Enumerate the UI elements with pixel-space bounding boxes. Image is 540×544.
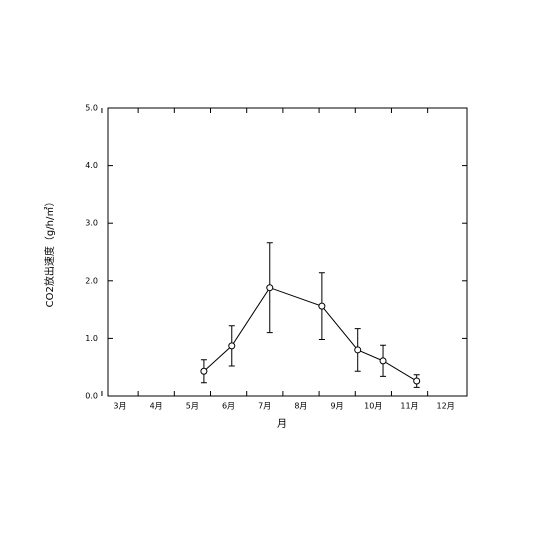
y-tick-label: 1.0 [85, 334, 98, 343]
y-axis-label: CO2放出速度（g/h/㎡） [43, 197, 56, 308]
x-tick-label: 5月 [186, 402, 199, 411]
x-tick-label: 12月 [437, 402, 455, 411]
marker [318, 302, 326, 310]
y-tick-label: 2.0 [85, 276, 98, 285]
marker [200, 367, 208, 375]
marker [228, 342, 236, 350]
x-tick-label: 9月 [331, 402, 344, 411]
x-axis-label: 月 [277, 418, 287, 430]
line [203, 287, 417, 382]
x-tick-label: 3月 [113, 402, 126, 411]
y-tick-label: 5.0 [85, 104, 98, 113]
x-tick-label: 10月 [364, 402, 382, 411]
y-tick-label: 4.0 [85, 161, 98, 170]
x-tick-label: 4月 [150, 402, 163, 411]
x-tick-label: 8月 [294, 402, 307, 411]
marker [379, 357, 387, 365]
x-tick-label: 6月 [222, 402, 235, 411]
marker [413, 377, 421, 385]
marker [354, 346, 362, 354]
y-tick-label: 0.0 [85, 392, 98, 401]
y-tick-label: 3.0 [85, 219, 98, 228]
x-tick-label: 11月 [400, 402, 418, 411]
plot-frame [107, 107, 468, 397]
x-tick-label: 7月 [258, 402, 271, 411]
marker [266, 284, 274, 292]
